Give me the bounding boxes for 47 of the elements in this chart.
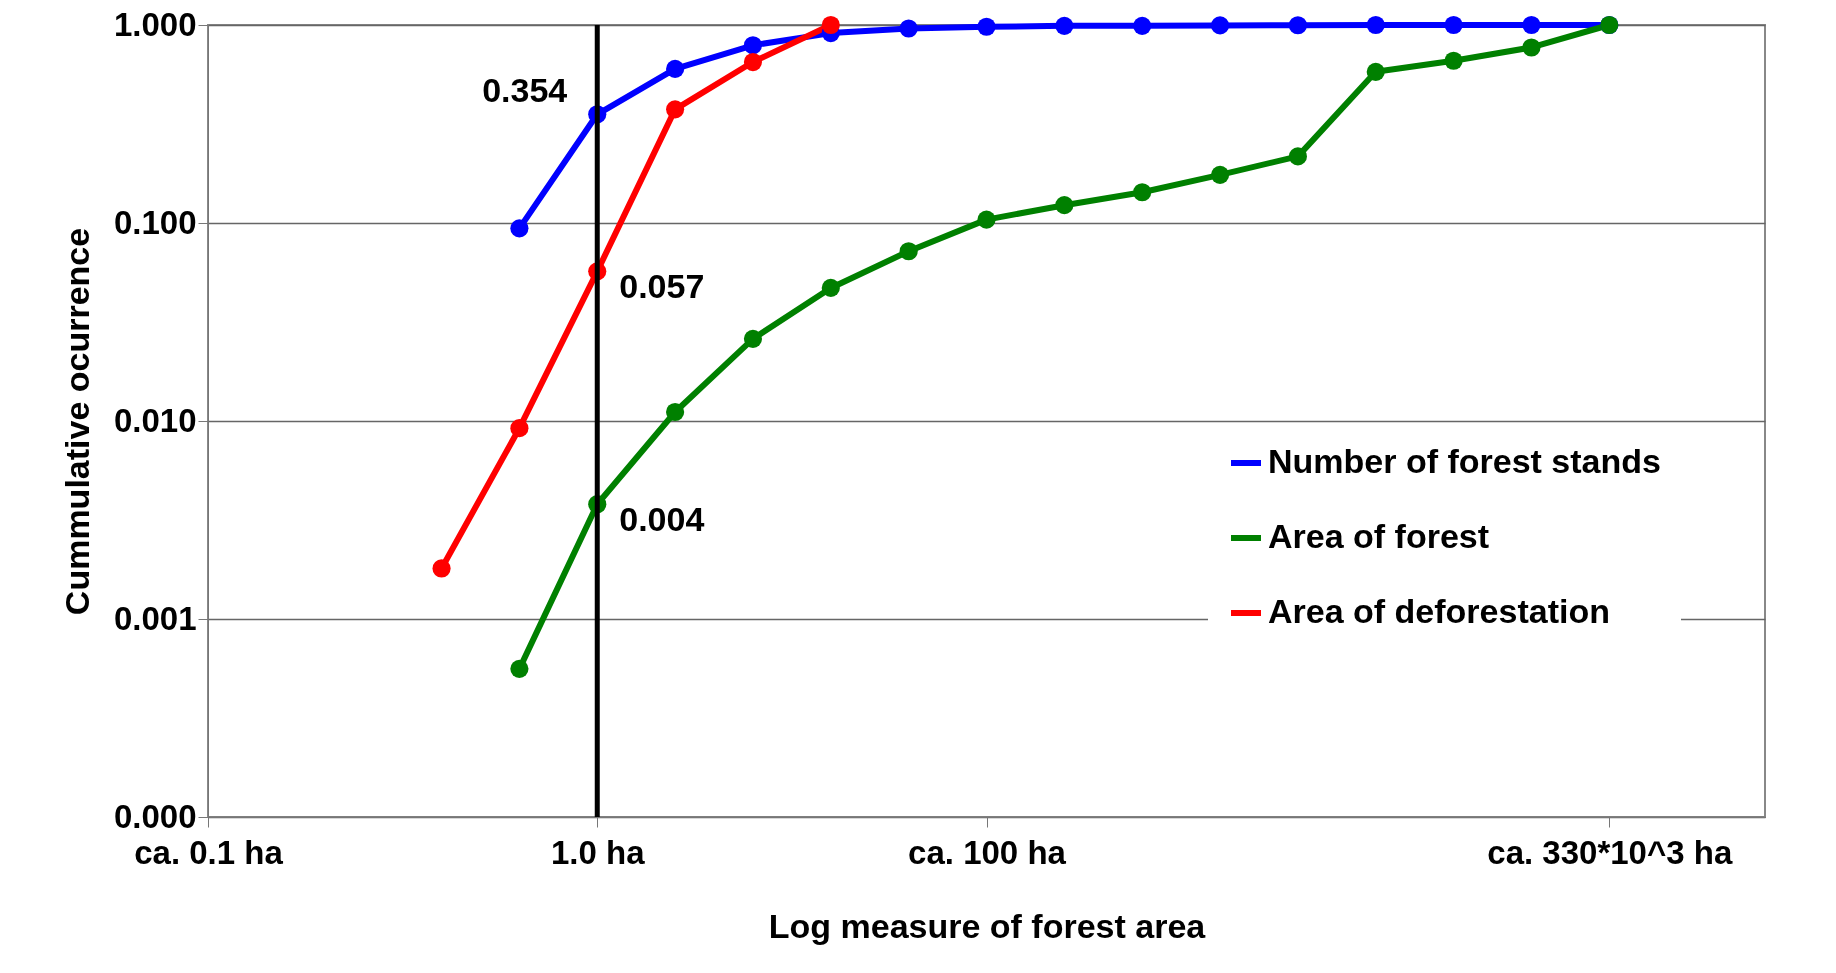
- legend-label: Number of forest stands: [1268, 442, 1661, 480]
- annotation: 0.057: [619, 267, 705, 306]
- point: [1210, 16, 1230, 35]
- point: [821, 278, 840, 297]
- point: [899, 242, 918, 261]
- point: [1210, 165, 1230, 184]
- y-tick-label: 0.000: [113, 797, 197, 835]
- point: [1522, 38, 1541, 57]
- point: [1288, 16, 1307, 35]
- annotation: 0.004: [619, 500, 705, 539]
- y-axis-title: Cummulative ocurrence: [57, 227, 96, 616]
- point: [510, 659, 529, 678]
- point: [666, 100, 685, 119]
- legend-label: Area of forest: [1268, 517, 1490, 555]
- y-tick-label: 0.001: [113, 599, 197, 637]
- point: [1133, 183, 1152, 202]
- point: [821, 15, 840, 35]
- point: [510, 419, 529, 438]
- point: [1366, 15, 1385, 35]
- point: [1444, 15, 1463, 35]
- point: [743, 36, 763, 55]
- y-tick-label: 1.000: [113, 5, 197, 43]
- point: [510, 219, 529, 238]
- point: [1133, 16, 1152, 35]
- x-tick-label: ca. 330*10^3 ha: [1487, 833, 1733, 871]
- point: [977, 210, 996, 229]
- legend-label: Area of deforestation: [1268, 592, 1610, 630]
- point: [666, 402, 685, 422]
- point: [743, 329, 763, 348]
- point: [1288, 147, 1307, 166]
- annotation: 0.354: [482, 71, 568, 110]
- x-tick-label: 1.0 ha: [550, 833, 646, 871]
- point: [899, 19, 918, 38]
- point: [1366, 62, 1385, 81]
- x-tick-label: ca. 0.1 ha: [134, 833, 284, 871]
- x-tick-label: ca. 100 ha: [908, 833, 1067, 871]
- x-axis-title: Log measure of forest area: [768, 906, 1207, 945]
- point: [1522, 15, 1541, 35]
- y-tick-label: 0.010: [113, 401, 197, 439]
- point: [1444, 51, 1463, 70]
- point: [432, 559, 451, 578]
- point: [1055, 16, 1074, 35]
- y-tick-label: 0.100: [113, 203, 197, 241]
- point: [977, 17, 996, 36]
- point: [1055, 196, 1074, 215]
- point: [666, 59, 685, 78]
- point: [743, 52, 763, 72]
